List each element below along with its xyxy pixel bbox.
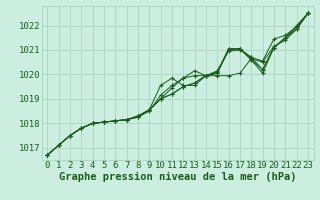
X-axis label: Graphe pression niveau de la mer (hPa): Graphe pression niveau de la mer (hPa)	[59, 172, 296, 182]
